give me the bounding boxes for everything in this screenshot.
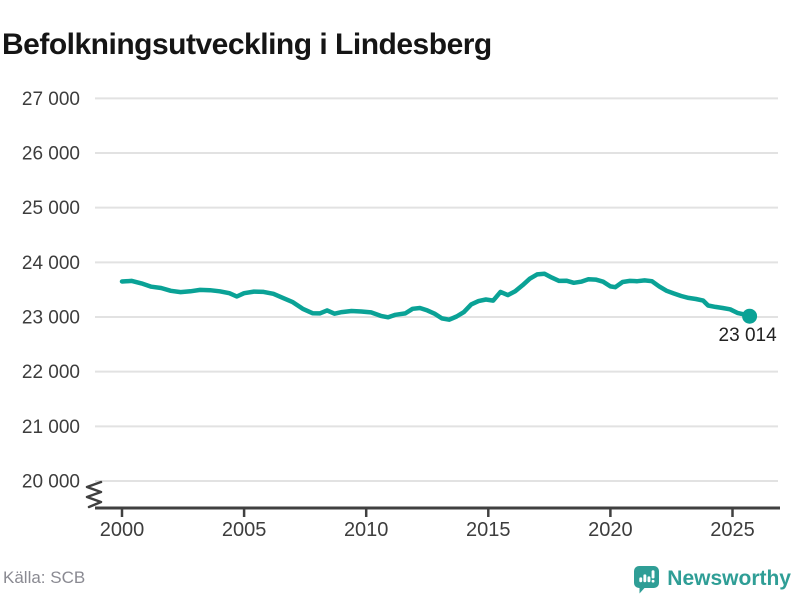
- y-axis-label: 23 000: [22, 308, 80, 329]
- newsworthy-wordmark: Newsworthy: [667, 567, 791, 590]
- endpoint-marker: [742, 308, 758, 324]
- axis-break-icon: [85, 480, 103, 509]
- newsworthy-logo: Newsworthy: [633, 564, 791, 594]
- y-axis-label: 27 000: [22, 89, 80, 110]
- x-axis-label: 2025: [710, 519, 755, 541]
- source-note: Källa: SCB: [3, 568, 86, 587]
- x-axis-label: 2005: [222, 519, 267, 541]
- population-line: [119, 271, 752, 322]
- y-axis-label: 20 000: [22, 471, 80, 492]
- x-axis-label: 2015: [466, 519, 511, 541]
- x-axis-label: 2020: [588, 519, 633, 541]
- x-axis-label: 2010: [344, 519, 389, 541]
- y-axis-label: 24 000: [22, 253, 80, 274]
- y-axis-label: 25 000: [22, 198, 80, 219]
- y-axis-label: 26 000: [22, 144, 80, 165]
- y-axis-label: 21 000: [22, 417, 80, 438]
- y-axis-label: 22 000: [22, 362, 80, 383]
- x-axis-label: 2000: [100, 519, 145, 541]
- endpoint-value-label: 23 014: [719, 325, 778, 346]
- page-title: Befolkningsutveckling i Lindesberg: [2, 28, 492, 62]
- newsworthy-bars-bubble-icon: [634, 565, 660, 593]
